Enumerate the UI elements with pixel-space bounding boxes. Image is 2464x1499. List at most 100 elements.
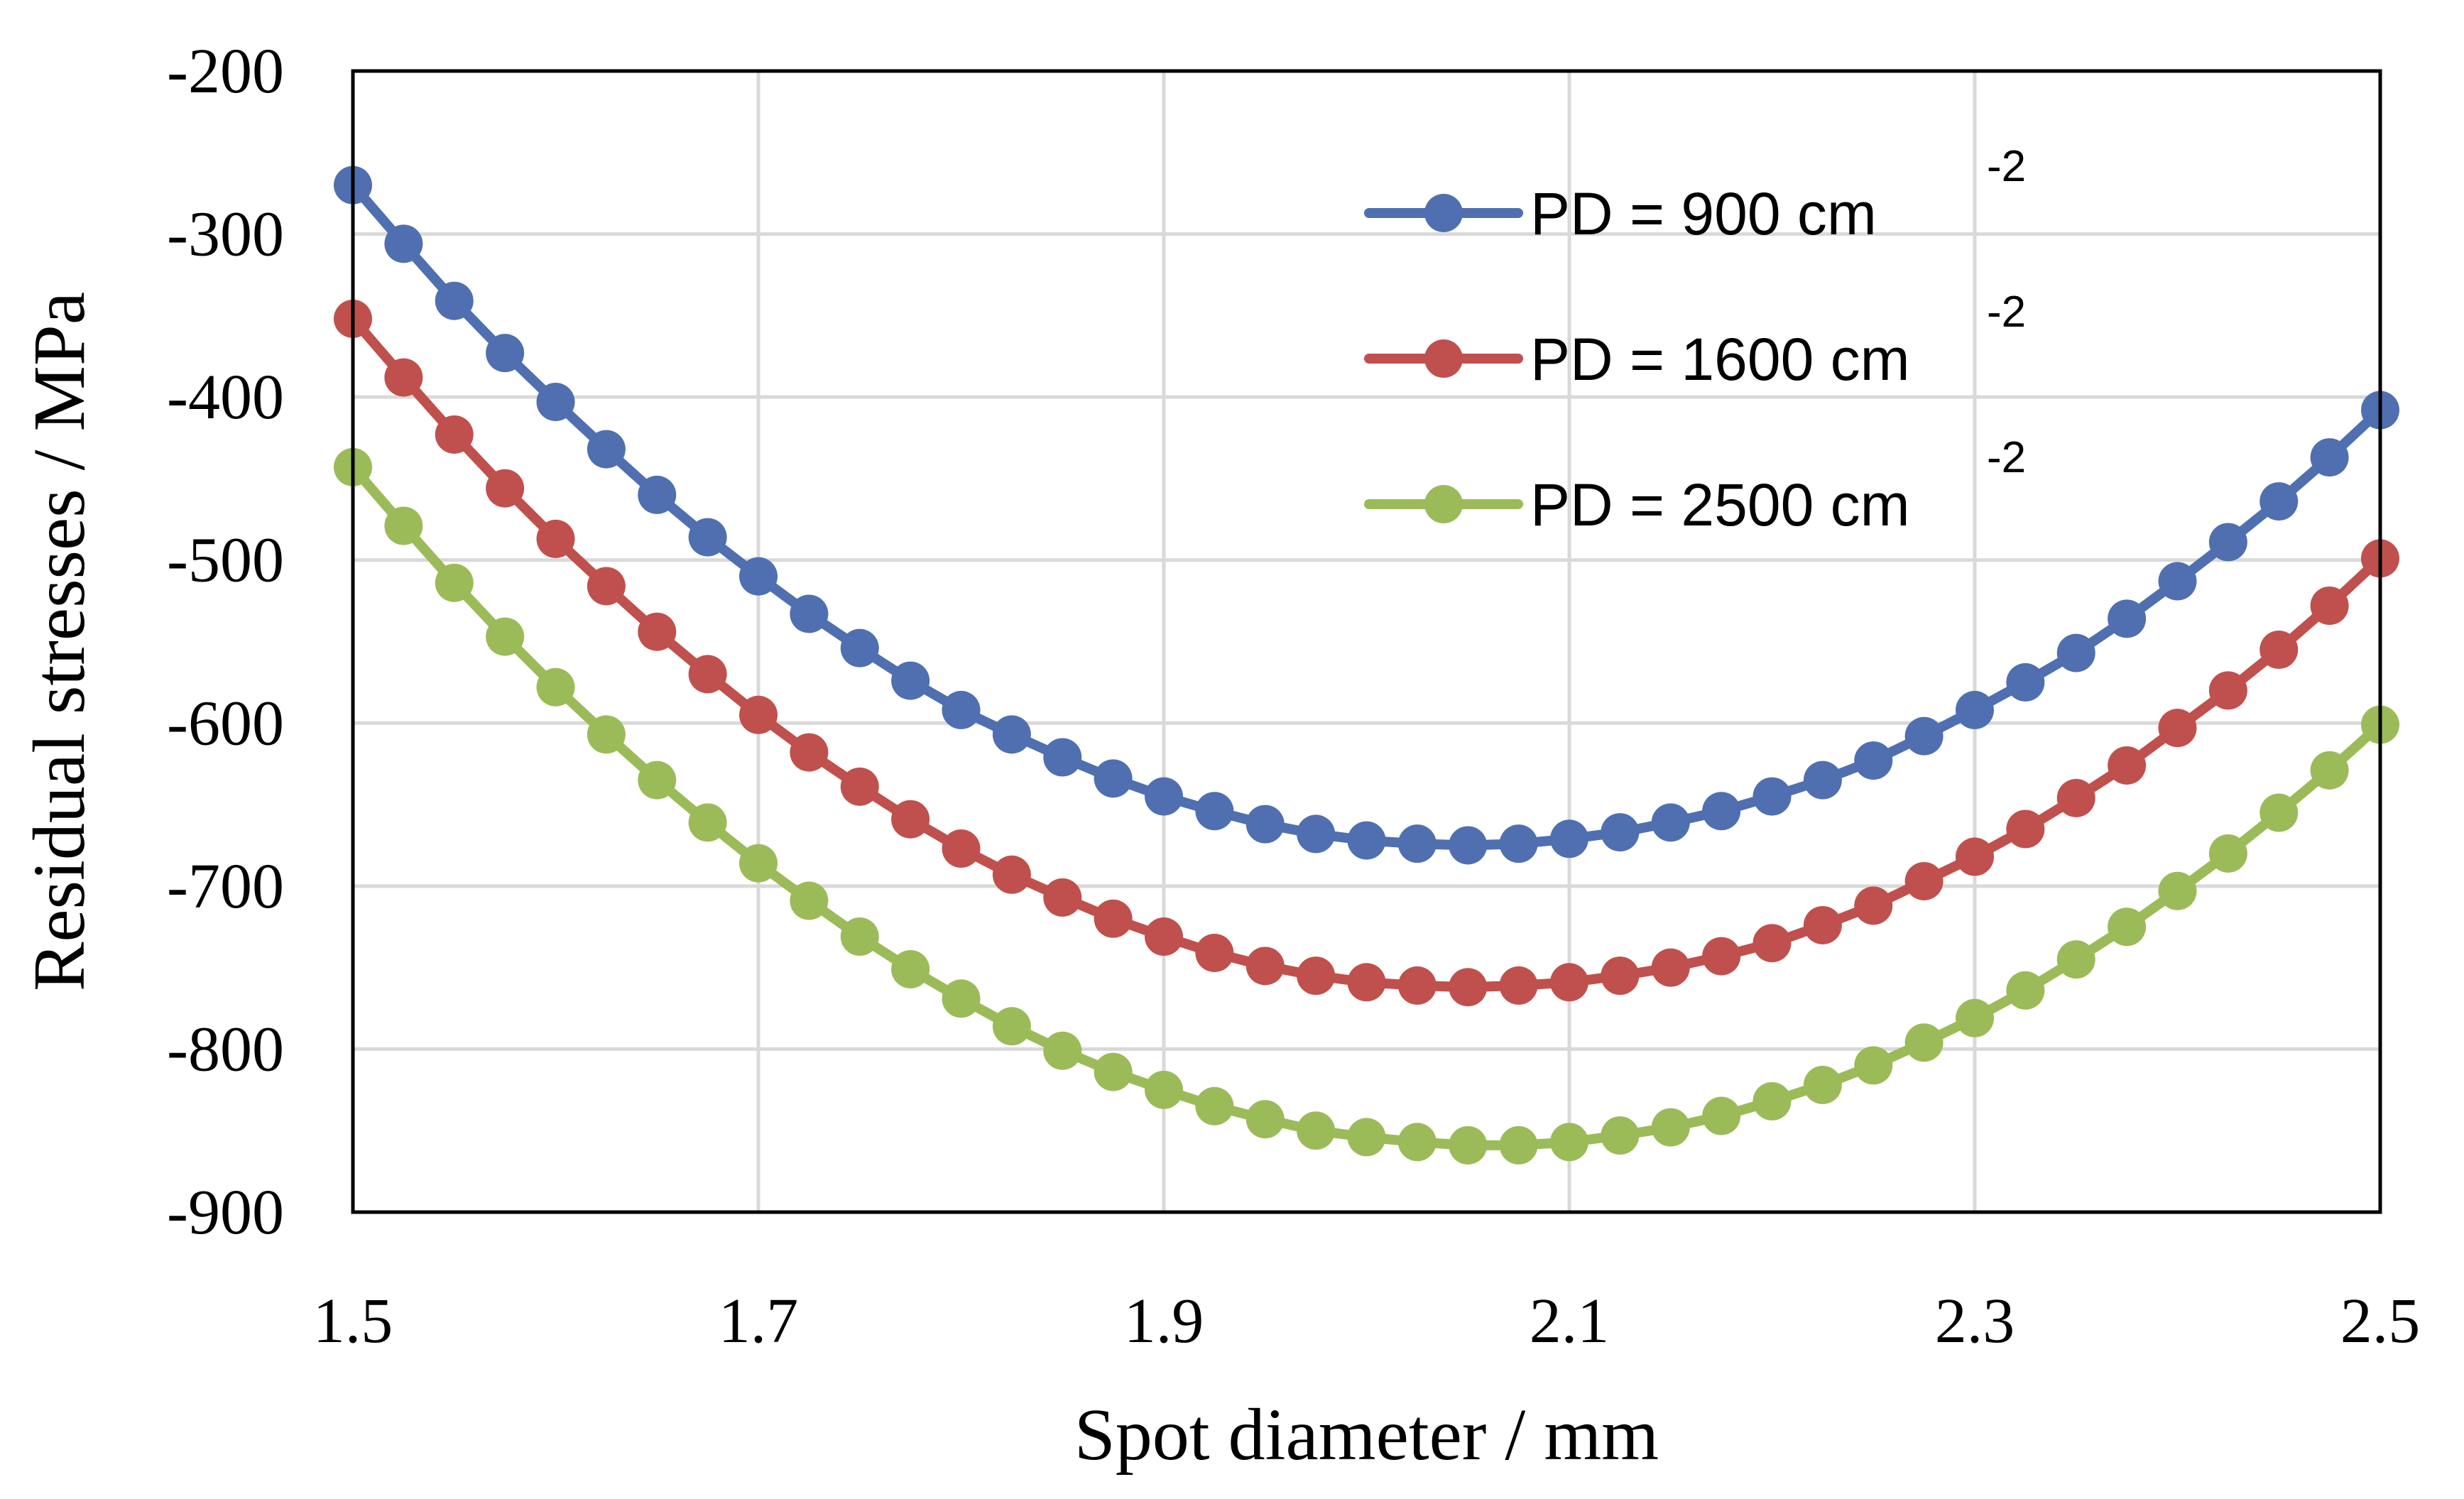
data-point (1347, 1118, 1386, 1157)
data-point (840, 917, 879, 956)
data-point (1601, 813, 1640, 852)
legend-label: PD = 1600 cm (1530, 326, 1910, 393)
y-tick-label: -200 (167, 36, 284, 107)
data-point (1803, 905, 1842, 944)
legend: PD = 900 cm -2 PD = 1600 cm -2 PD = 2500 cm -… (1364, 142, 2026, 538)
legend-swatch-marker (1424, 194, 1463, 232)
data-point (1145, 917, 1183, 956)
data-point (688, 803, 727, 842)
data-point (435, 281, 474, 320)
data-point (1550, 819, 1588, 858)
data-point (2056, 633, 2095, 672)
data-point (1449, 826, 1488, 865)
data-point (1245, 1100, 1285, 1139)
series-1 (334, 165, 2399, 865)
data-point (2259, 482, 2299, 521)
data-point (638, 761, 677, 800)
data-point (992, 715, 1031, 754)
data-point (688, 655, 727, 694)
data-point (1803, 1065, 1842, 1104)
x-axis-tick-labels: 1.5 1.7 1.9 2.1 2.3 2.5 (313, 1286, 2421, 1356)
data-point (2006, 663, 2045, 702)
data-point (790, 733, 829, 772)
data-point (1854, 1046, 1893, 1085)
data-point (1043, 878, 1082, 917)
data-point (992, 855, 1031, 894)
data-point (2208, 671, 2247, 710)
data-point (942, 690, 981, 729)
data-point (1397, 966, 1437, 1005)
data-point (2310, 751, 2349, 790)
y-axis-tick-labels: -200 -300 -400 -500 -600 -700 -800 -900 (167, 36, 284, 1248)
data-point (1854, 886, 1893, 925)
data-point (435, 415, 474, 454)
data-point (1449, 1125, 1488, 1165)
data-point (840, 767, 879, 806)
data-point (1195, 1086, 1234, 1125)
data-point (1094, 899, 1133, 938)
data-point (1043, 738, 1082, 777)
data-point (2056, 940, 2095, 979)
data-point (1145, 777, 1183, 816)
data-point (486, 469, 525, 508)
legend-swatch-marker (1424, 339, 1463, 378)
data-point (536, 383, 575, 422)
data-point (536, 519, 575, 558)
data-point (992, 1007, 1031, 1046)
data-point (1904, 1023, 1944, 1062)
legend-label-exponent: -2 (1987, 433, 2026, 482)
data-point (1347, 821, 1386, 860)
data-point (1803, 761, 1842, 800)
data-point (2108, 746, 2147, 785)
data-point (1145, 1070, 1183, 1109)
data-point (1651, 948, 1690, 987)
data-point (1752, 1081, 1792, 1121)
x-tick-label: 1.9 (1124, 1286, 1204, 1356)
data-point (2006, 971, 2045, 1010)
data-point (2108, 599, 2147, 638)
data-point (1601, 956, 1640, 996)
data-point (1956, 690, 1994, 729)
data-point (1702, 792, 1741, 831)
data-point (891, 661, 930, 700)
data-point (1702, 1096, 1741, 1135)
y-tick-label: -500 (167, 525, 284, 596)
data-point (1752, 924, 1792, 963)
data-point (2310, 438, 2349, 477)
data-point (1651, 803, 1690, 842)
data-point (1347, 963, 1386, 1002)
data-point (587, 715, 626, 754)
legend-label: PD = 2500 cm (1530, 471, 1910, 538)
data-point (2056, 778, 2095, 817)
data-point (2158, 562, 2197, 601)
data-point (435, 563, 474, 602)
data-point (1094, 759, 1133, 798)
data-point (384, 506, 423, 545)
data-point (2158, 709, 2197, 748)
data-point (790, 881, 829, 920)
data-point (1752, 777, 1792, 816)
x-tick-label: 1.5 (313, 1286, 393, 1356)
data-point (1601, 1116, 1640, 1155)
y-axis-title: Residual stresses / MPa (18, 292, 100, 991)
data-point (739, 695, 778, 734)
data-point (486, 334, 525, 373)
data-point (1195, 792, 1234, 831)
y-tick-label: -300 (167, 200, 284, 270)
data-point (384, 224, 423, 263)
data-point (1499, 1125, 1538, 1165)
legend-item: PD = 900 cm -2 (1364, 142, 2026, 247)
data-point (2108, 907, 2147, 947)
data-point (1956, 837, 1994, 876)
data-point (384, 358, 423, 397)
data-point (1297, 1111, 1336, 1150)
data-point (1195, 933, 1234, 972)
data-point (1499, 966, 1538, 1005)
x-tick-label: 2.5 (2340, 1286, 2421, 1356)
data-point (2310, 586, 2349, 625)
data-point (1550, 963, 1588, 1002)
data-point (2158, 871, 2197, 910)
data-point (1904, 861, 1944, 900)
data-point (1043, 1031, 1082, 1070)
